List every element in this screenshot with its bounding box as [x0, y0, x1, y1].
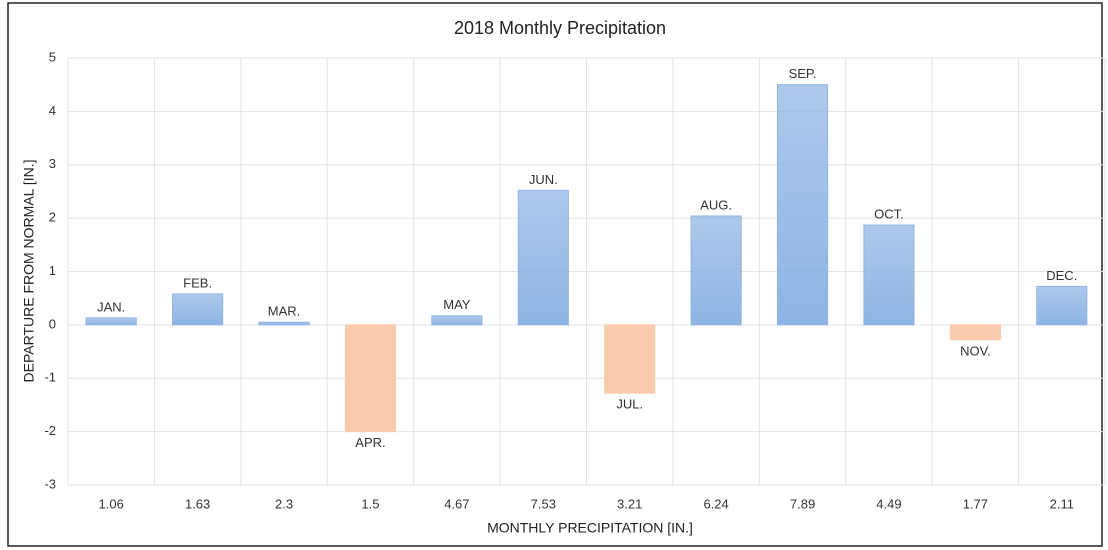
- x-tick-label: 1.63: [185, 496, 210, 511]
- x-tick-label: 2.11: [1050, 496, 1074, 511]
- y-tick-label: 3: [49, 156, 56, 171]
- y-tick-label: 1: [49, 263, 56, 278]
- y-tick-label: 4: [49, 103, 56, 118]
- x-tick-label: 4.67: [444, 496, 469, 511]
- y-tick-label: 2: [49, 210, 56, 225]
- bar: [776, 84, 829, 326]
- bar: [85, 317, 137, 326]
- bar-label: APR.: [355, 435, 385, 450]
- bar-label: JUL.: [616, 397, 643, 412]
- y-tick-label: -2: [44, 423, 56, 438]
- bar: [431, 315, 483, 326]
- bar: [604, 324, 656, 394]
- x-tick-label: 4.49: [876, 496, 901, 511]
- x-axis-title: MONTHLY PRECIPITATION [IN.]: [487, 520, 693, 536]
- x-tick-label: 3.21: [617, 496, 642, 511]
- bar: [863, 224, 915, 326]
- bar-label: NOV.: [960, 343, 991, 358]
- y-tick-label: -3: [44, 476, 56, 491]
- bar: [690, 215, 742, 326]
- bar-label: OCT.: [874, 207, 904, 222]
- y-tick-label: -1: [44, 370, 56, 385]
- chart-title: 2018 Monthly Precipitation: [454, 18, 666, 38]
- x-tick-label: 1.06: [99, 496, 124, 511]
- bar: [1036, 285, 1088, 326]
- y-axis-title: DEPARTURE FROM NORMAL [IN.]: [21, 160, 37, 383]
- x-tick-label: 7.89: [790, 496, 815, 511]
- x-tick-label: 2.3: [275, 496, 293, 511]
- x-tick-label: 6.24: [703, 496, 728, 511]
- bar: [344, 324, 397, 433]
- x-tick-label: 1.5: [361, 496, 379, 511]
- x-tick-label: 7.53: [531, 496, 556, 511]
- bar: [258, 321, 310, 326]
- x-tick-label: 1.77: [963, 496, 988, 511]
- bar: [949, 324, 1001, 341]
- bar-label: MAY: [443, 297, 471, 312]
- bar-label: JAN.: [97, 299, 125, 314]
- bar: [172, 293, 224, 326]
- bar: [517, 189, 569, 326]
- y-tick-label: 5: [49, 49, 56, 64]
- y-tick-label: 0: [49, 316, 56, 331]
- bar-label: DEC.: [1046, 268, 1077, 283]
- bar-label: FEB.: [183, 275, 212, 290]
- bar-label: MAR.: [268, 304, 301, 319]
- bar-label: SEP.: [789, 66, 817, 81]
- bar-label: AUG.: [700, 197, 732, 212]
- bar-label: JUN.: [529, 172, 558, 187]
